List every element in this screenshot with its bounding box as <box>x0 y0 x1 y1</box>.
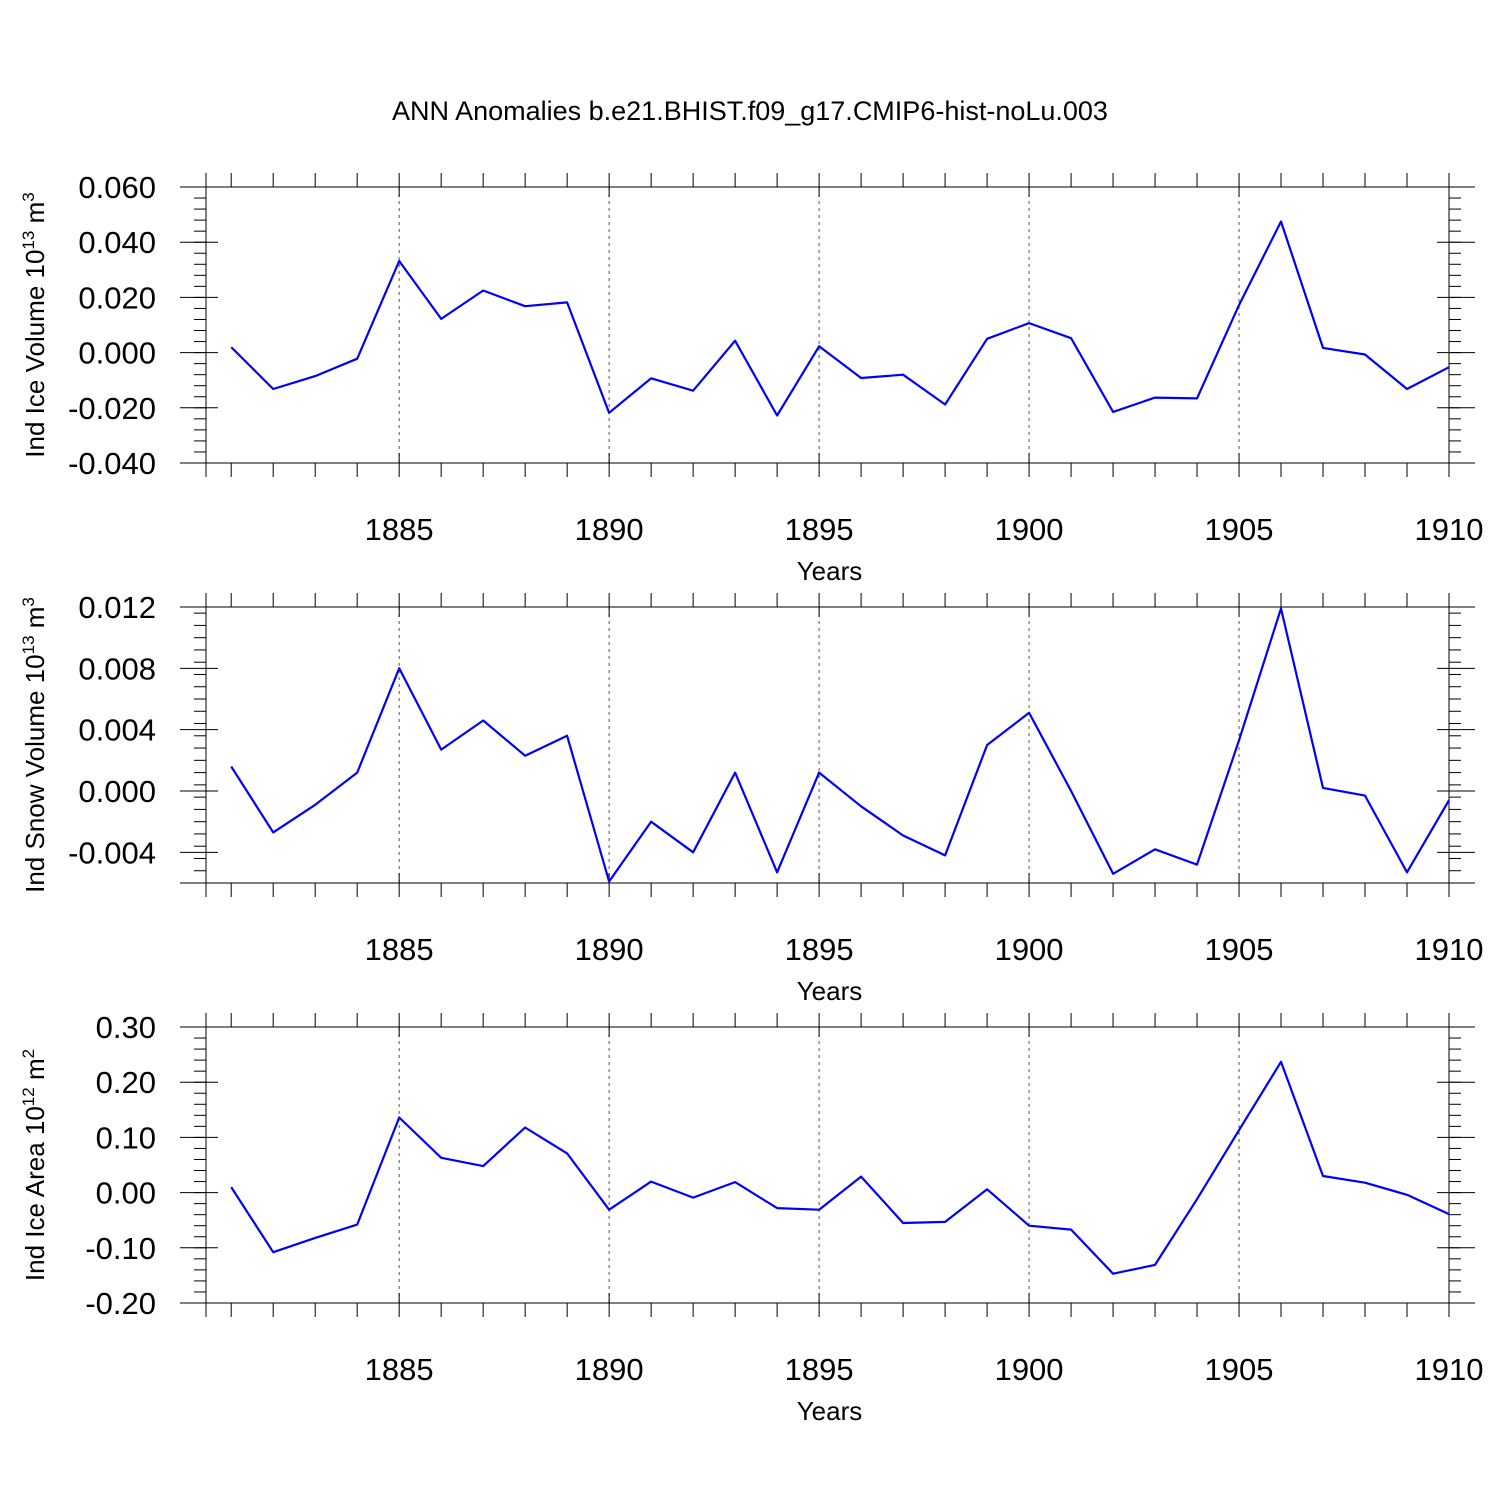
x-tick-label: 1910 <box>1415 1352 1484 1387</box>
y-tick-label: 0.30 <box>96 1010 156 1045</box>
x-tick-label: 1910 <box>1415 512 1484 547</box>
y-axis-title-part: Ind Snow Volume 10 <box>20 654 50 893</box>
y-axis-title-part: 13 <box>19 635 38 654</box>
y-axis-title-part: m <box>20 202 50 231</box>
x-tick-label: 1905 <box>1205 512 1274 547</box>
series-line-3 <box>230 1060 1450 1275</box>
y-tick-label: -0.20 <box>85 1286 156 1321</box>
y-tick-label: -0.004 <box>68 835 156 870</box>
x-tick-label: 1890 <box>575 1352 644 1387</box>
y-tick-label: 0.20 <box>96 1065 156 1100</box>
x-tick-label: 1905 <box>1205 932 1274 967</box>
y-tick-label: 0.10 <box>96 1120 156 1155</box>
x-axis-title: Years <box>797 1396 863 1426</box>
y-tick-label: 0.00 <box>96 1176 156 1211</box>
x-tick-label: 1890 <box>575 932 644 967</box>
y-tick-label: 0.060 <box>78 170 156 205</box>
x-tick-label: 1910 <box>1415 932 1484 967</box>
y-axis-title: Ind Snow Volume 1013 m3 <box>19 597 50 893</box>
figure-title: ANN Anomalies b.e21.BHIST.f09_g17.CMIP6-… <box>392 96 1108 126</box>
series-line-1 <box>230 220 1450 417</box>
x-tick-label: 1885 <box>365 512 434 547</box>
x-tick-label: 1895 <box>785 512 854 547</box>
series-line-2 <box>230 607 1450 883</box>
x-axis-title: Years <box>797 556 863 586</box>
y-axis-title-part: Ind Ice Volume 10 <box>20 250 50 458</box>
y-tick-label: 0.012 <box>78 590 156 625</box>
y-tick-label: 0.000 <box>78 336 156 371</box>
panel-1 <box>180 173 1475 477</box>
y-axis-title-part: m <box>20 1058 50 1087</box>
y-tick-label: 0.020 <box>78 280 156 315</box>
x-axis-title: Years <box>797 976 863 1006</box>
x-tick-label: 1885 <box>365 932 434 967</box>
x-tick-label: 1905 <box>1205 1352 1274 1387</box>
y-axis-title-part: 3 <box>19 192 38 201</box>
x-tick-label: 1895 <box>785 1352 854 1387</box>
y-axis-title: Ind Ice Area 1012 m2 <box>19 1049 50 1281</box>
y-tick-label: -0.020 <box>68 391 156 426</box>
y-tick-label: 0.040 <box>78 225 156 260</box>
x-tick-label: 1885 <box>365 1352 434 1387</box>
x-tick-label: 1895 <box>785 932 854 967</box>
y-axis-title-part: Ind Ice Area 10 <box>20 1106 50 1281</box>
y-axis-title-part: 13 <box>19 231 38 250</box>
y-axis-title: Ind Ice Volume 1013 m3 <box>19 192 50 457</box>
y-tick-label: 0.000 <box>78 774 156 809</box>
x-tick-label: 1900 <box>995 932 1064 967</box>
panel-3 <box>180 1013 1475 1317</box>
panel-2 <box>180 593 1475 897</box>
y-axis-title-part: 12 <box>19 1087 38 1106</box>
x-tick-label: 1890 <box>575 512 644 547</box>
y-tick-label: -0.10 <box>85 1231 156 1266</box>
y-axis-title-part: 3 <box>19 597 38 606</box>
x-tick-label: 1900 <box>995 512 1064 547</box>
x-tick-label: 1900 <box>995 1352 1064 1387</box>
y-tick-label: -0.040 <box>68 446 156 481</box>
y-axis-title-part: m <box>20 607 50 636</box>
y-tick-label: 0.008 <box>78 651 156 686</box>
y-axis-title-part: 2 <box>19 1049 38 1058</box>
y-tick-label: 0.004 <box>78 713 156 748</box>
